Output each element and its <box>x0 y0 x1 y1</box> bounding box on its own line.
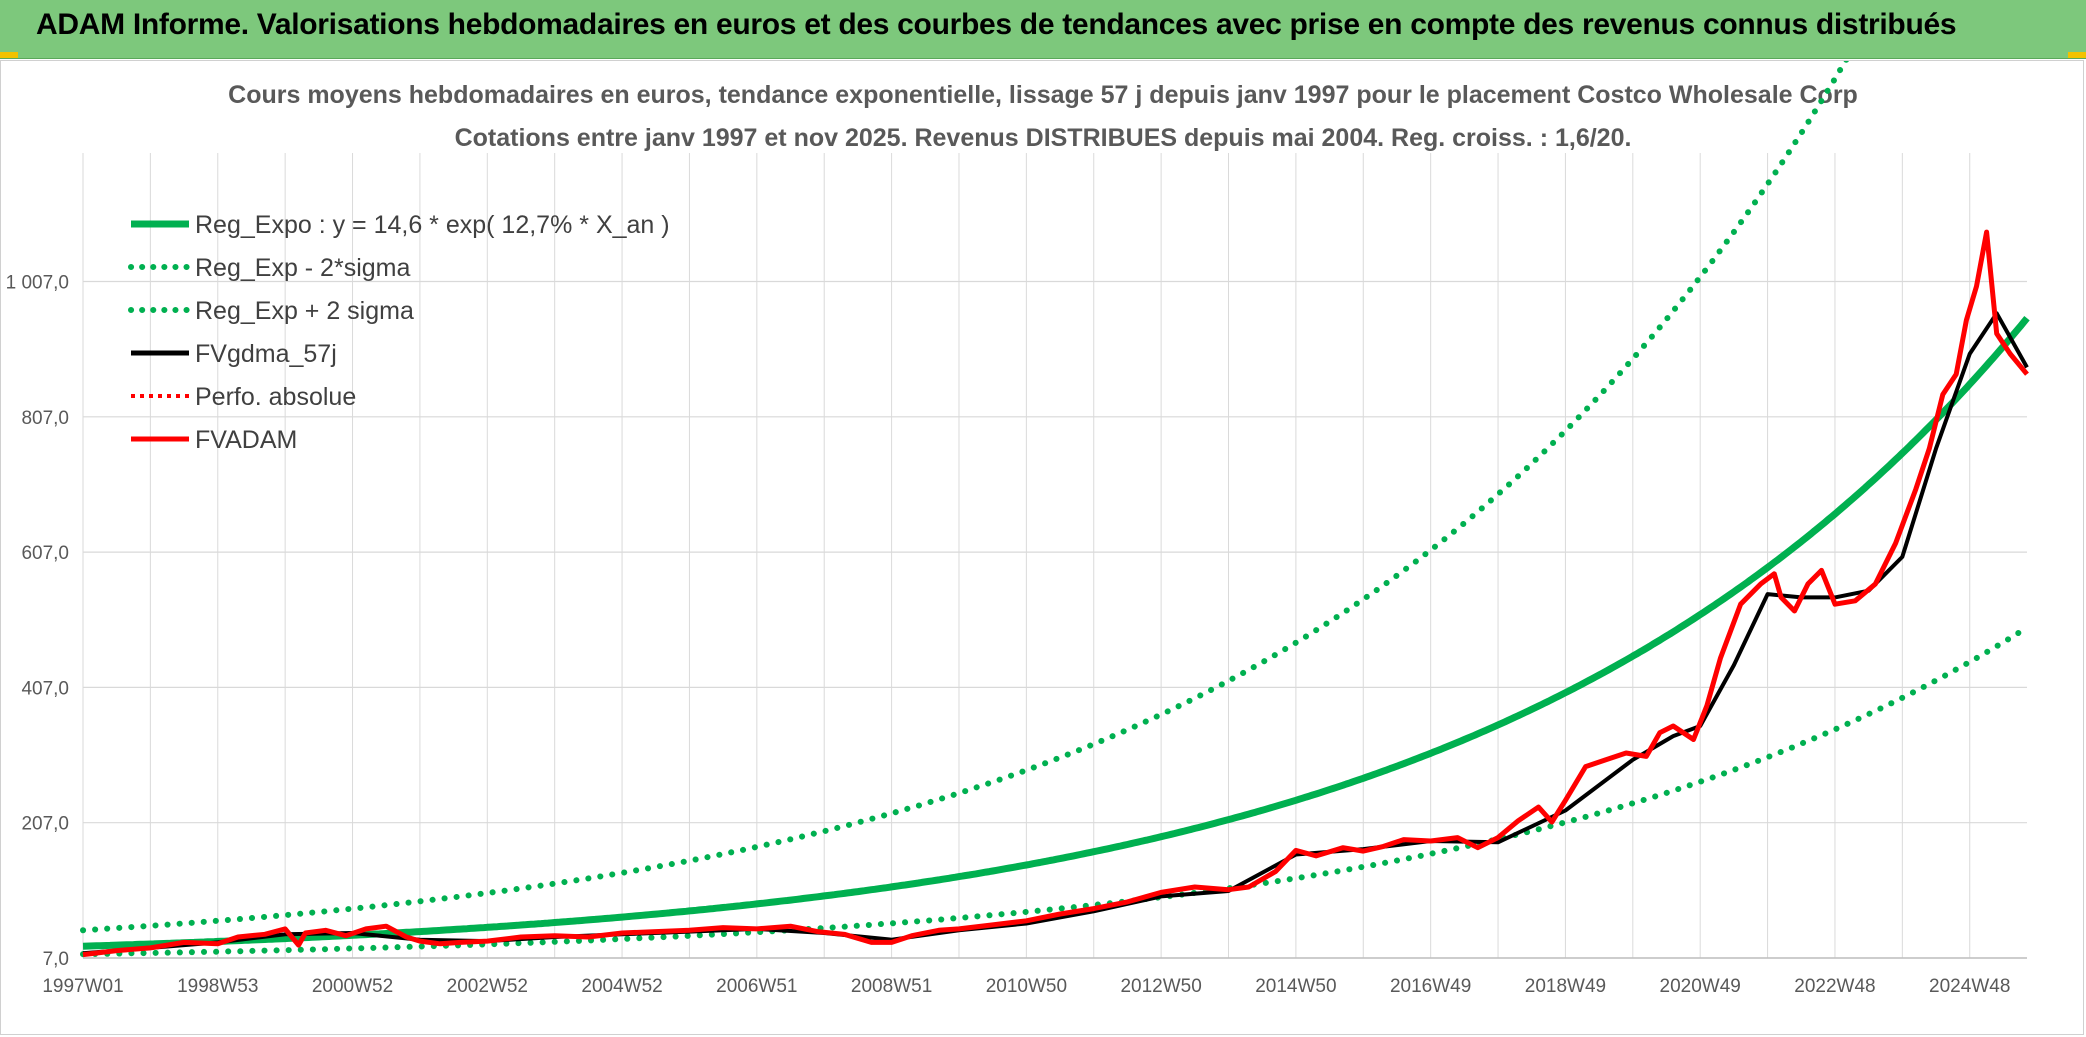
report-header: ADAM Informe. Valorisations hebdomadaire… <box>0 0 2086 59</box>
legend-label-smooth: FVgdma_57j <box>195 340 337 368</box>
corner-marker-right <box>2068 52 2086 58</box>
y-tick-label: 607,0 <box>21 543 69 564</box>
x-tick-label: 2018W49 <box>1525 976 1606 997</box>
x-tick-label: 1998W53 <box>177 976 258 997</box>
series-reg-expo <box>82 315 2030 950</box>
x-tick-label: 2016W49 <box>1390 976 1471 997</box>
x-tick-label: 2010W50 <box>986 976 1067 997</box>
x-tick-label: 2006W51 <box>716 976 797 997</box>
y-axis: 7,0 207,0 407,0 607,0 807,0 1 007,0 <box>6 273 69 970</box>
legend-label-perf: Perfo. absolue <box>195 383 356 411</box>
chart-title-line-2: Cotations entre janv 1997 et nov 2025. R… <box>455 124 1632 152</box>
x-tick-label: 2008W51 <box>851 976 932 997</box>
x-tick-label: 2022W48 <box>1794 976 1875 997</box>
legend-label-low: Reg_Exp - 2*sigma <box>195 254 410 282</box>
trend-chart: Cours moyens hebdomadaires en euros, ten… <box>6 61 2030 997</box>
series-lines <box>80 61 2030 958</box>
x-tick-label: 1997W01 <box>42 976 123 997</box>
y-tick-label: 1 007,0 <box>6 273 69 294</box>
y-tick-label: 807,0 <box>21 408 69 429</box>
series-fvadam <box>82 229 2029 958</box>
chart-area: Cours moyens hebdomadaires en euros, ten… <box>0 60 2084 1035</box>
x-tick-label: 2004W52 <box>581 976 662 997</box>
x-tick-label: 2024W48 <box>1929 976 2010 997</box>
legend-label-adam: FVADAM <box>195 426 297 454</box>
x-tick-label: 2014W50 <box>1255 976 1336 997</box>
legend-label-reg: Reg_Expo : y = 14,6 * exp( 12,7% * X_an … <box>195 211 670 239</box>
x-tick-label: 2002W52 <box>447 976 528 997</box>
chart-title-line-1: Cours moyens hebdomadaires en euros, ten… <box>228 81 1858 109</box>
legend-label-high: Reg_Exp + 2 sigma <box>195 297 414 325</box>
series-reg-exp-minus-2-sigma <box>80 624 2030 958</box>
legend: Reg_Expo : y = 14,6 * exp( 12,7% * X_an … <box>128 211 670 454</box>
x-tick-label: 2000W52 <box>312 976 393 997</box>
y-tick-label: 7,0 <box>43 949 69 970</box>
y-tick-label: 407,0 <box>21 678 69 699</box>
corner-marker-left <box>0 52 18 58</box>
grid <box>82 153 2027 959</box>
y-tick-label: 207,0 <box>21 814 69 835</box>
x-axis: 1997W01 1998W53 2000W52 2002W52 2004W52 2006W… <box>42 957 2027 997</box>
x-tick-label: 2012W50 <box>1120 976 1201 997</box>
report-title: ADAM Informe. Valorisations hebdomadaire… <box>36 8 1957 41</box>
x-tick-label: 2020W49 <box>1660 976 1741 997</box>
series-reg-exp-plus-2-sigma <box>80 61 1849 934</box>
